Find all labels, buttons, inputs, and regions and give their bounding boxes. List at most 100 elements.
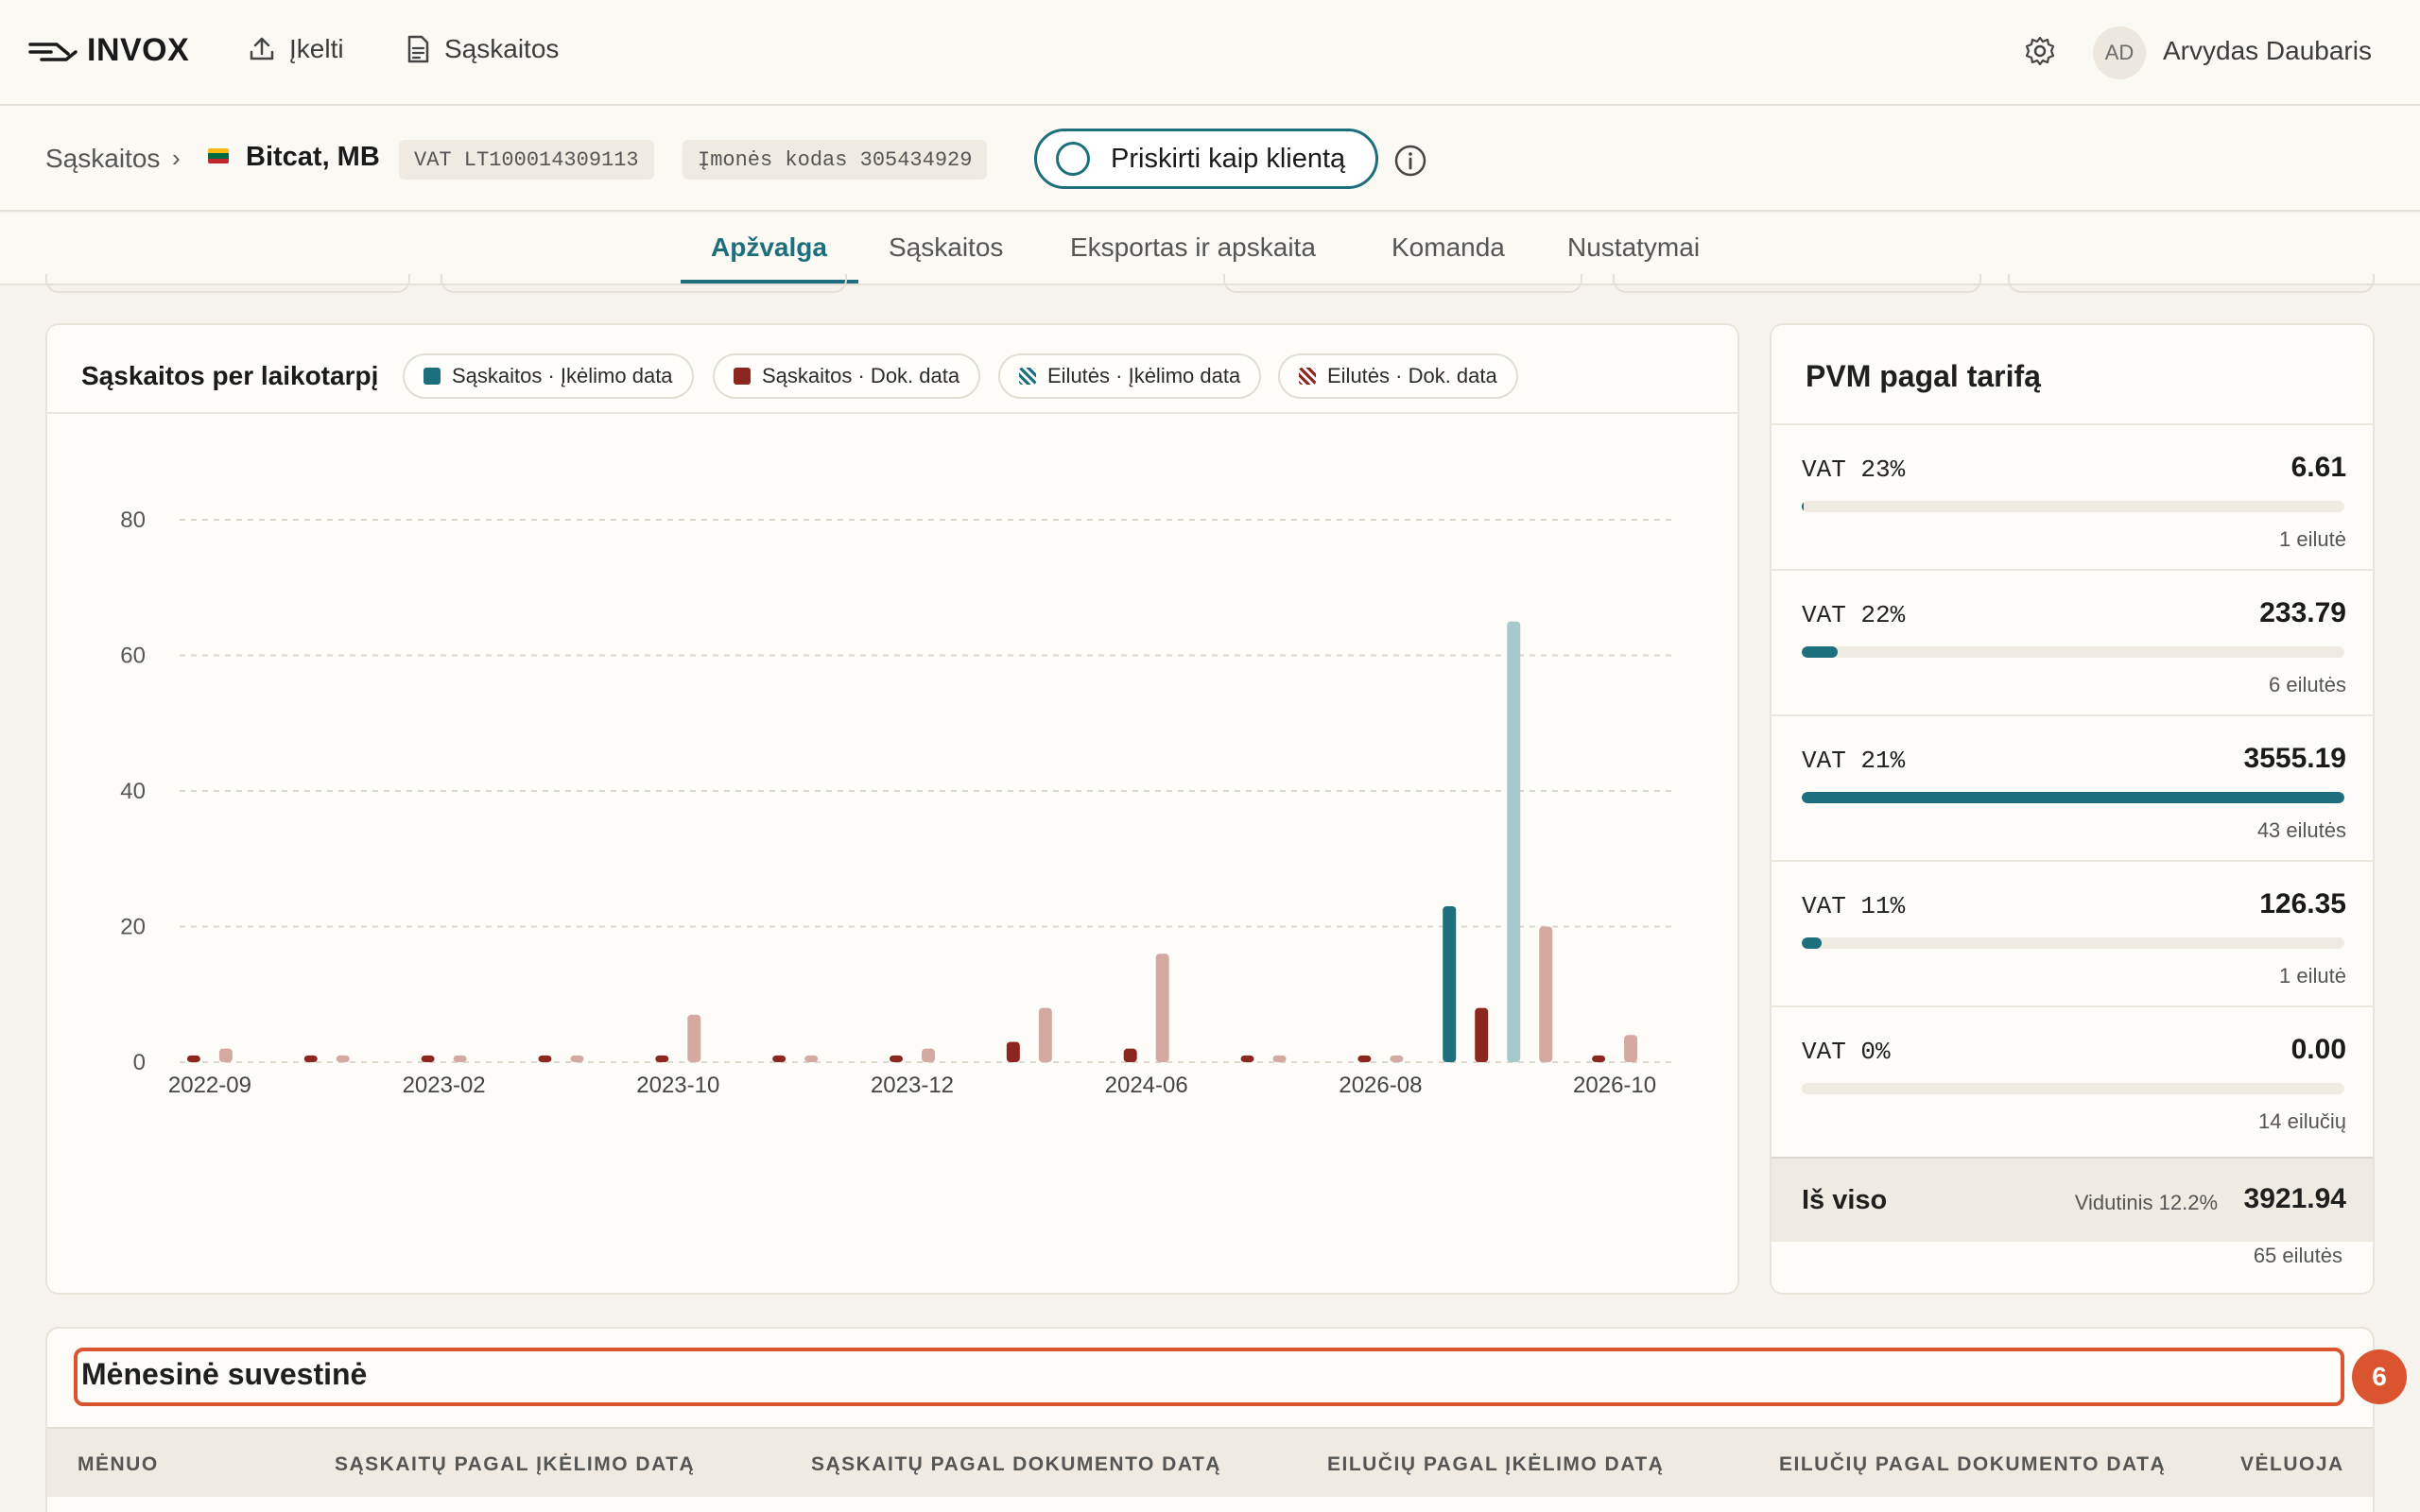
invoices-over-time-card: Sąskaitos per laikotarpį Sąskaitos · Įkė… (45, 323, 1739, 1295)
vat-average-rate: Vidutinis 12.2% (2074, 1191, 2218, 1214)
bar (303, 1055, 318, 1062)
logo-icon (28, 42, 78, 61)
tab-export[interactable]: Eksportas ir apskaita (1070, 232, 1316, 262)
bar (1155, 954, 1169, 1062)
y-tick-label: 0 (133, 1050, 146, 1075)
y-tick-label: 20 (120, 915, 146, 940)
bar (1357, 1055, 1372, 1062)
vat-row: VAT 11% 126.35 1 eilutė (1772, 860, 2373, 1005)
assign-client-button[interactable]: Priskirti kaip klientą (1034, 129, 1378, 189)
vat-line-count: 6 eilutės (2269, 673, 2346, 696)
bar (1475, 1007, 1489, 1062)
tab-invoices[interactable]: Sąskaitos (889, 232, 1004, 262)
y-tick-label: 60 (120, 644, 146, 669)
legend-label: Sąskaitos · Dok. data (762, 364, 960, 387)
bar (538, 1055, 552, 1062)
tab-settings[interactable]: Nustatymai (1567, 232, 1701, 262)
bar (1390, 1055, 1404, 1062)
vat-total-row: Iš viso Vidutinis 12.2% 3921.94 (1772, 1157, 2373, 1242)
company-code-badge: Įmonės kodas 305434929 (683, 140, 988, 180)
bar (1240, 1055, 1254, 1062)
legend-swatch (734, 368, 751, 385)
vat-amount: 126.35 (2259, 888, 2346, 919)
bar (1272, 1055, 1287, 1062)
vat-total-line-count: 65 eilutės (2253, 1244, 2342, 1267)
vat-by-rate-card: PVM pagal tarifą VAT 23% 6.61 1 eilutė V… (1770, 323, 2375, 1295)
bar (1539, 926, 1553, 1062)
column-header[interactable]: MĖNUO (78, 1453, 159, 1475)
legend-swatch (424, 368, 441, 385)
active-tab-indicator (681, 280, 858, 284)
y-tick-label: 40 (120, 779, 146, 804)
tab-bar: Apžvalga Sąskaitos Eksportas ir apskaita… (0, 214, 2420, 285)
monthly-summary-title: Mėnesinė suvestinė (81, 1357, 368, 1391)
vat-progress-track (1802, 792, 2344, 803)
vat-rate-label: VAT 0% (1802, 1038, 1891, 1066)
nav-upload[interactable]: Įkelti (248, 34, 344, 64)
bar (421, 1055, 435, 1062)
x-tick-label: 2023-10 (636, 1073, 719, 1098)
column-header[interactable]: SĄSKAITŲ PAGAL DOKUMENTO DATĄ (811, 1453, 1221, 1475)
legend-swatch (1299, 368, 1316, 385)
vat-row: VAT 0% 0.00 14 eilučių (1772, 1005, 2373, 1151)
bar (570, 1055, 584, 1062)
y-tick-label: 80 (120, 507, 146, 533)
lithuania-flag-icon (208, 148, 229, 163)
vat-total-label: Iš viso (1802, 1185, 1888, 1215)
bar (772, 1055, 786, 1062)
legend-lines-upload-date[interactable]: Eilutės · Įkėlimo data (998, 353, 1262, 399)
vat-progress-track (1802, 501, 2344, 512)
breadcrumb-root-link[interactable]: Sąskaitos (45, 144, 161, 173)
info-icon[interactable] (1393, 144, 1427, 182)
logo-text: INVOX (87, 32, 190, 68)
vat-rate-label: VAT 23% (1802, 455, 1906, 484)
column-header[interactable]: SĄSKAITŲ PAGAL ĮKĖLIMO DATĄ (335, 1453, 696, 1475)
vat-rate-label: VAT 22% (1802, 601, 1906, 629)
settings-button[interactable] (2023, 34, 2057, 73)
avatar[interactable]: AD (2093, 26, 2146, 79)
bar (1507, 621, 1521, 1062)
chevron-right-icon: › (172, 144, 181, 172)
nav-invoices[interactable]: Sąskaitos (405, 34, 559, 64)
bar (218, 1048, 233, 1062)
vat-line-count: 43 eilutės (2256, 818, 2346, 842)
radio-circle-icon (1056, 142, 1090, 176)
bar (1038, 1007, 1052, 1062)
bar (687, 1014, 701, 1062)
x-tick-label: 2026-10 (1573, 1073, 1656, 1098)
bar (1443, 905, 1457, 1062)
scrolled-card-edge (2008, 274, 2375, 293)
vat-progress-track (1802, 937, 2344, 949)
assign-client-label: Priskirti kaip klientą (1111, 143, 1346, 174)
legend-lines-doc-date[interactable]: Eilutės · Dok. data (1278, 353, 1518, 399)
vat-amount: 233.79 (2259, 597, 2346, 628)
column-header[interactable]: EILUČIŲ PAGAL ĮKĖLIMO DATĄ (1327, 1453, 1665, 1475)
bar (186, 1055, 200, 1062)
vat-row: VAT 23% 6.61 1 eilutė (1772, 423, 2373, 569)
vat-amount: 6.61 (2290, 452, 2346, 483)
logo[interactable]: INVOX (28, 32, 189, 69)
breadcrumb: Sąskaitos › Bitcat, MB VAT LT10001430911… (0, 106, 2420, 212)
bar (655, 1055, 669, 1062)
user-name[interactable]: Arvydas Daubaris (2163, 36, 2372, 65)
vat-line-count: 1 eilutė (2279, 527, 2346, 551)
scrolled-card-edge (1613, 274, 1981, 293)
column-header[interactable]: VĖLUOJA (2240, 1453, 2344, 1475)
tab-overview[interactable]: Apžvalga (711, 232, 827, 262)
vat-code-badge: VAT LT100014309113 (399, 140, 654, 180)
vat-card-title: PVM pagal tarifą (1806, 359, 2041, 393)
vat-row: VAT 22% 233.79 6 eilutės (1772, 569, 2373, 714)
legend-label: Sąskaitos · Įkėlimo data (452, 364, 673, 387)
column-header[interactable]: EILUČIŲ PAGAL DOKUMENTO DATĄ (1779, 1453, 2167, 1475)
vat-row: VAT 21% 3555.19 43 eilutės (1772, 714, 2373, 860)
legend-invoices-upload-date[interactable]: Sąskaitos · Įkėlimo data (403, 353, 694, 399)
bar (804, 1055, 819, 1062)
vat-progress-fill (1802, 646, 1838, 658)
vat-progress-track (1802, 646, 2344, 658)
vat-total-amount: 3921.94 (2243, 1183, 2346, 1214)
legend-invoices-doc-date[interactable]: Sąskaitos · Dok. data (713, 353, 981, 399)
vat-amount: 3555.19 (2243, 743, 2346, 774)
x-tick-label: 2022-09 (168, 1073, 251, 1098)
bar (1006, 1041, 1020, 1062)
tab-team[interactable]: Komanda (1392, 232, 1505, 262)
